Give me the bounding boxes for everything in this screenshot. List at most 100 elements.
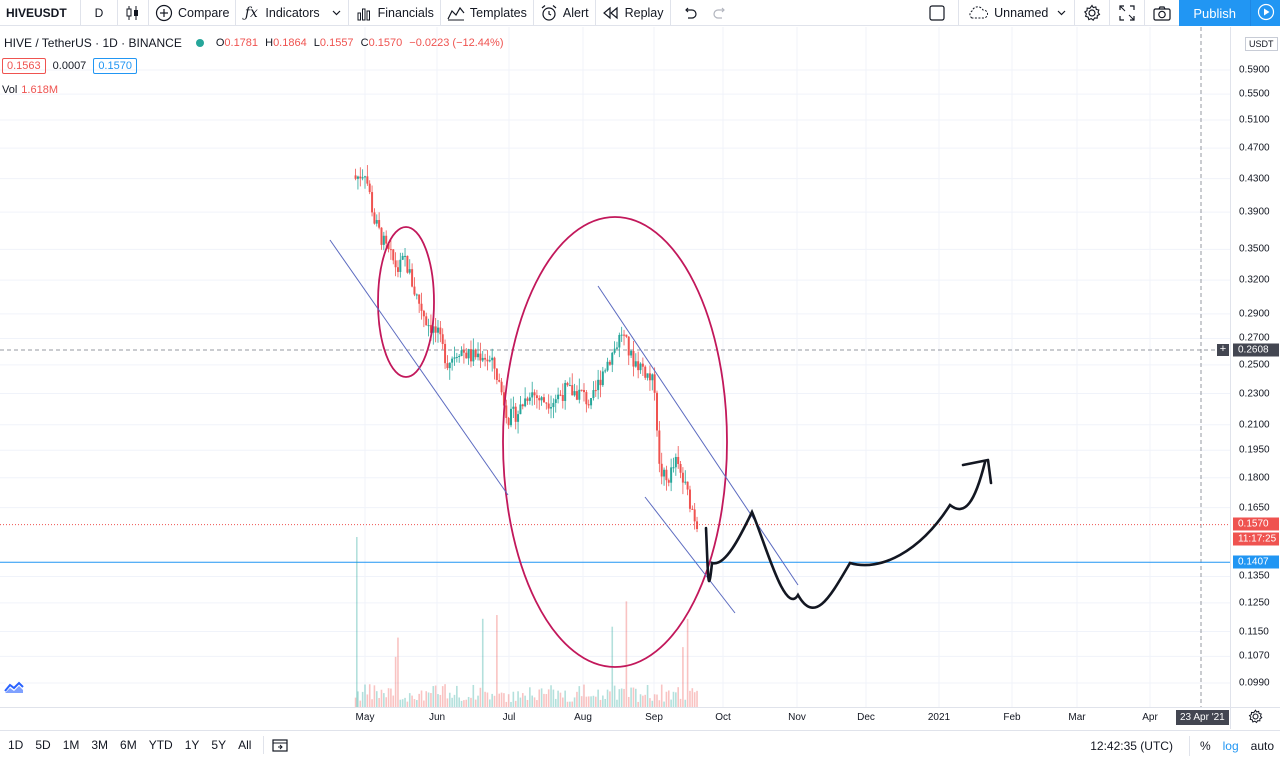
candle-body	[564, 382, 567, 401]
financials-button[interactable]: Financials	[349, 0, 440, 26]
volume-bar	[484, 691, 486, 707]
chevron-down-icon[interactable]	[332, 4, 342, 22]
volume-bar	[448, 692, 451, 707]
range-button-1d[interactable]: 1D	[8, 738, 24, 752]
undo-button[interactable]	[671, 0, 705, 26]
undo-icon	[681, 4, 699, 22]
volume-bar	[623, 688, 625, 707]
candle-body	[444, 343, 447, 364]
snapshot-button[interactable]	[1145, 0, 1179, 26]
replay-button[interactable]: Replay	[596, 0, 670, 26]
compare-button[interactable]: Compare	[149, 0, 235, 26]
interval-selector[interactable]: D	[94, 5, 104, 20]
symbol-search[interactable]: HIVEUSDT	[6, 5, 67, 20]
publish-video-button[interactable]	[1250, 0, 1280, 26]
settings-button[interactable]	[1075, 0, 1109, 26]
volume-bar	[613, 685, 616, 707]
chart-style-button[interactable]	[118, 0, 148, 26]
price-scale[interactable]: USDT 0.5900 0.5500 0.5100 0.4700 0.4300 0.390…	[1217, 27, 1280, 707]
range-button-all[interactable]: All	[238, 738, 252, 752]
time-scale[interactable]: May Jun Jul Aug Sep Oct Nov Dec 2021 Feb Mar Apr 23…	[0, 707, 1230, 729]
candle-body	[540, 397, 543, 401]
utc-clock[interactable]: 12:42:35 (UTC)	[1090, 738, 1173, 753]
candle-body	[665, 469, 668, 481]
candle-body	[479, 353, 482, 361]
candle-body	[396, 267, 399, 272]
candle-body	[684, 481, 687, 483]
candle-body	[611, 352, 614, 365]
volume-bar	[399, 699, 402, 707]
candle-body	[542, 397, 545, 403]
volume-bar	[583, 684, 585, 707]
price-tick-label: 0.1250	[1239, 597, 1270, 609]
currency-label[interactable]: USDT	[1245, 37, 1278, 51]
volume-bar	[663, 701, 665, 707]
candle-body	[415, 294, 418, 296]
time-tick-label: Dec	[857, 712, 875, 723]
volume-bar	[451, 697, 453, 707]
volume-bar	[670, 699, 672, 707]
candle-body	[627, 336, 630, 356]
range-button-ytd[interactable]: YTD	[148, 738, 173, 752]
play-circle-icon	[1257, 3, 1275, 24]
layout-name-button[interactable]: Unnamed	[959, 0, 1074, 26]
auto-scale-toggle[interactable]: auto	[1250, 738, 1274, 753]
volume-bar	[500, 692, 503, 707]
time-tick-label: Mar	[1068, 712, 1086, 723]
candle-body	[693, 509, 696, 522]
publish-button[interactable]: Publish	[1179, 0, 1250, 26]
price-chart[interactable]	[0, 27, 1230, 707]
volume-bar	[646, 684, 649, 707]
range-button-3m[interactable]: 3M	[91, 738, 109, 752]
volume-bar	[357, 691, 359, 707]
time-tick-label: Jul	[502, 712, 516, 723]
price-tick-label: 0.5500	[1239, 88, 1270, 100]
volume-bar	[554, 698, 557, 707]
candle-body	[441, 334, 444, 344]
scale-settings-button[interactable]	[1230, 707, 1280, 729]
candle-body	[587, 404, 590, 406]
redo-button[interactable]	[705, 0, 735, 26]
templates-button[interactable]: Templates	[441, 0, 533, 26]
log-scale-toggle[interactable]: log	[1222, 738, 1239, 753]
candle-body	[630, 350, 633, 356]
range-button-5y[interactable]: 5Y	[211, 738, 227, 752]
volume-bar	[366, 694, 369, 707]
volume-legend[interactable]: Vol 1.618M	[2, 84, 58, 96]
candle-body	[437, 327, 439, 333]
chart-pane[interactable]: HIVE / TetherUS · 1D · BINANCE O0.1781 H…	[0, 27, 1230, 707]
price-tick-label: 0.1950	[1239, 444, 1270, 456]
volume-bar	[569, 701, 571, 707]
range-button-1m[interactable]: 1M	[62, 738, 80, 752]
ask-price[interactable]: 0.1570	[93, 58, 137, 74]
bid-price[interactable]: 0.1563	[2, 58, 46, 74]
candle-body	[514, 406, 517, 422]
select-layout-button[interactable]	[916, 0, 958, 26]
volume-bar	[632, 687, 635, 707]
indicators-button[interactable]: ƒx Indicators	[236, 0, 347, 26]
alert-button[interactable]: Alert	[534, 0, 595, 26]
candle-body	[382, 235, 385, 245]
add-alert-plus-icon[interactable]: +	[1217, 344, 1229, 356]
candle-body	[455, 356, 458, 358]
volume-bar	[354, 697, 357, 707]
range-button-5d[interactable]: 5D	[35, 738, 51, 752]
volume-bar	[538, 689, 541, 707]
tradingview-logo-icon[interactable]	[3, 678, 25, 696]
fullscreen-button[interactable]	[1110, 0, 1144, 26]
range-button-1y[interactable]: 1Y	[184, 738, 200, 752]
projection-arrow-path	[704, 460, 987, 609]
volume-bar	[517, 691, 519, 707]
percent-scale-toggle[interactable]: %	[1199, 738, 1211, 753]
candle-body	[404, 255, 407, 257]
series-title[interactable]: HIVE / TetherUS · 1D · BINANCE	[4, 36, 182, 50]
candle-body	[432, 326, 435, 333]
alert-label: Alert	[562, 5, 589, 20]
candle-body	[389, 249, 392, 251]
ohlc-values: O0.1781 H0.1864 L0.1557 C0.1570 −0.0223 …	[215, 37, 504, 49]
candle-body	[429, 325, 432, 333]
range-button-6m[interactable]: 6M	[120, 738, 137, 752]
volume-bar	[679, 698, 682, 707]
time-tick-label: Jun	[428, 712, 446, 723]
date-range-calendar-icon[interactable]	[272, 738, 289, 752]
